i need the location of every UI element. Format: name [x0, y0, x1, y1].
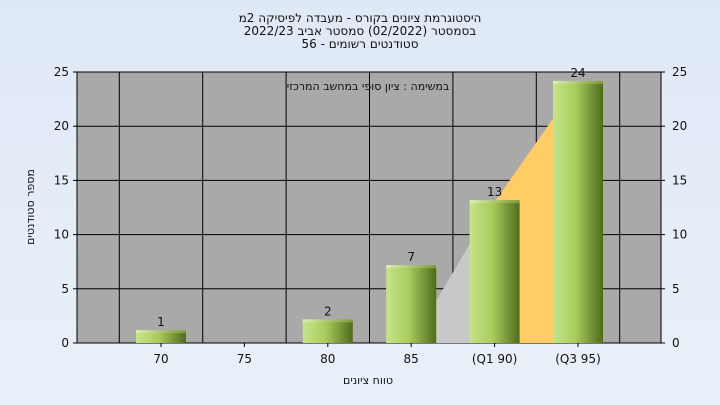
histogram-bar: [469, 202, 520, 343]
x-tick-label: 70: [153, 352, 168, 366]
histogram-bar-top: [386, 265, 437, 269]
chart-title-line-3: סטודנטים רשומים - 56: [301, 37, 419, 51]
y-tick-label-left: 25: [54, 65, 69, 79]
histogram-bar-top: [553, 80, 603, 84]
y-tick-label-left: 0: [61, 336, 69, 350]
y-tick-label-left: 15: [54, 173, 69, 187]
y-tick-label-right: 10: [672, 228, 687, 242]
data-label: 7: [407, 250, 415, 264]
y-tick-label-left: 10: [54, 228, 69, 242]
y-tick-label-left: 20: [54, 119, 69, 133]
y-tick-label-right: 0: [672, 336, 680, 350]
y-tick-label-right: 5: [672, 282, 680, 296]
y-tick-label-right: 15: [672, 173, 687, 187]
histogram-bar: [302, 321, 353, 343]
y-tick-label-right: 25: [672, 65, 687, 79]
x-axis-title: טווח ציונים: [343, 374, 393, 387]
histogram-bar: [386, 267, 437, 343]
histogram-bar-top: [136, 330, 186, 334]
histogram-bar-top: [469, 200, 520, 204]
x-tick-label: 80: [320, 352, 335, 366]
data-label: 1: [157, 315, 165, 329]
x-tick-label: (Q3 95): [555, 352, 601, 366]
data-label: 13: [487, 185, 502, 199]
histogram-bar: [553, 82, 603, 343]
chart-title-line-2: בסמסטר (02/2022) סמסטר אביב 2022/23: [243, 24, 477, 38]
x-tick-label: (Q1 90): [472, 352, 518, 366]
data-label: 2: [324, 304, 332, 318]
histogram-bar: [136, 332, 186, 343]
chart-annotation: במשימה : ציון סופי במחשב המרכזי: [287, 80, 450, 93]
data-label: 24: [570, 66, 585, 80]
y-axis-title: מספר סטודנטים: [24, 169, 37, 245]
y-tick-label-right: 20: [672, 119, 687, 133]
chart-title-line-1: היסטוגרמת ציונים בקורס - מעבדה לפיסיקה 2…: [238, 11, 482, 25]
x-tick-label: 75: [237, 352, 252, 366]
histogram-bar-top: [302, 319, 353, 323]
x-tick-label: 85: [404, 352, 419, 366]
y-tick-label-left: 5: [61, 282, 69, 296]
